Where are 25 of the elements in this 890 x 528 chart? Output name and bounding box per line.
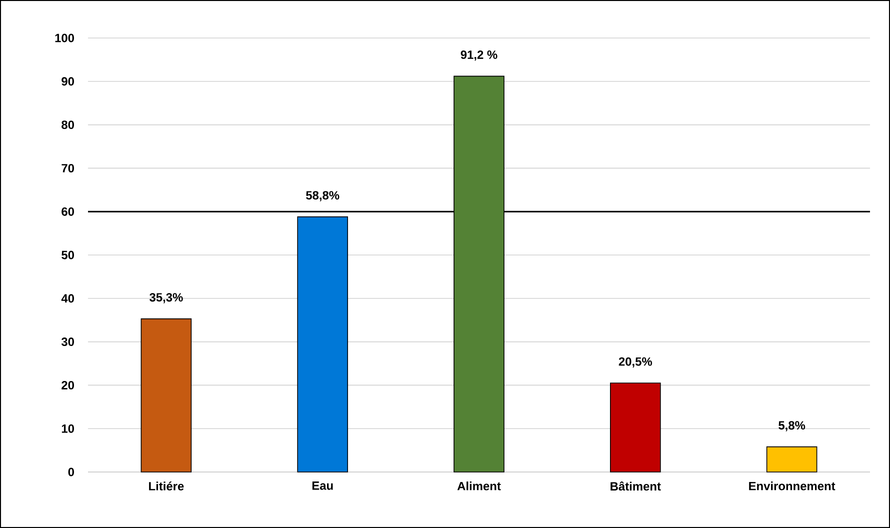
- data-label: 20,5%: [618, 357, 652, 368]
- y-tick-label: 20: [62, 380, 74, 390]
- x-tick-label: Eau: [312, 482, 333, 490]
- y-tick-label: 70: [62, 164, 74, 172]
- y-tick-label: 80: [62, 120, 74, 130]
- bar: [766, 446, 818, 472]
- y-tick-label: 90: [62, 77, 74, 86]
- data-label: 5,8%: [778, 421, 806, 432]
- x-tick-label: Bâtiment: [610, 482, 661, 491]
- bar: [610, 382, 661, 472]
- y-tick-label: 60: [62, 207, 74, 216]
- x-tick-label: Aliment: [457, 482, 501, 490]
- data-label: 91,2 %: [460, 50, 498, 61]
- y-tick-label: 10: [62, 424, 74, 433]
- y-tick-label: 50: [62, 250, 74, 260]
- x-tick-label: Environnement: [749, 482, 836, 490]
- y-tick-label: 0: [68, 468, 74, 476]
- bar: [297, 216, 348, 472]
- data-label: 58,8%: [306, 191, 340, 202]
- y-tick-label: 30: [61, 338, 74, 346]
- y-tick-label: 100: [55, 34, 74, 42]
- data-label: 35,3%: [150, 293, 183, 304]
- x-tick-label: Litiére: [149, 482, 184, 490]
- y-tick-label: 40: [61, 294, 74, 303]
- bar: [140, 318, 192, 472]
